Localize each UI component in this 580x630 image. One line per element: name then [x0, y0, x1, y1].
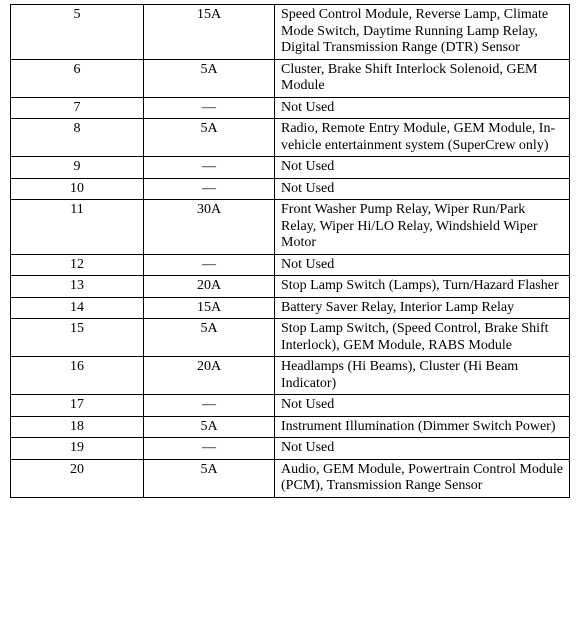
- fuse-number: 5: [11, 5, 144, 60]
- table-row: 1320AStop Lamp Switch (Lamps), Turn/Haza…: [11, 276, 570, 298]
- fuse-description: Not Used: [275, 254, 570, 276]
- fuse-number: 19: [11, 438, 144, 460]
- fuse-rating: —: [144, 395, 275, 417]
- fuse-rating: 15A: [144, 5, 275, 60]
- table-row: 155AStop Lamp Switch, (Speed Control, Br…: [11, 319, 570, 357]
- fuse-description: Not Used: [275, 97, 570, 119]
- fuse-description: Headlamps (Hi Beams), Cluster (Hi Beam I…: [275, 357, 570, 395]
- fuse-number: 13: [11, 276, 144, 298]
- fuse-description: Radio, Remote Entry Module, GEM Module, …: [275, 119, 570, 157]
- fuse-rating: 5A: [144, 119, 275, 157]
- table-row: 17—Not Used: [11, 395, 570, 417]
- table-row: 205AAudio, GEM Module, Powertrain Contro…: [11, 459, 570, 497]
- table-row: 10—Not Used: [11, 178, 570, 200]
- fuse-description: Stop Lamp Switch, (Speed Control, Brake …: [275, 319, 570, 357]
- table-row: 1130AFront Washer Pump Relay, Wiper Run/…: [11, 200, 570, 255]
- fuse-number: 15: [11, 319, 144, 357]
- fuse-rating: 20A: [144, 357, 275, 395]
- table-row: 185AInstrument Illumination (Dimmer Swit…: [11, 416, 570, 438]
- table-row: 9—Not Used: [11, 157, 570, 179]
- fuse-rating: 5A: [144, 459, 275, 497]
- fuse-description: Not Used: [275, 178, 570, 200]
- fuse-table-body: 515ASpeed Control Module, Reverse Lamp, …: [11, 5, 570, 498]
- fuse-table: 515ASpeed Control Module, Reverse Lamp, …: [10, 4, 570, 498]
- fuse-description: Instrument Illumination (Dimmer Switch P…: [275, 416, 570, 438]
- fuse-description: Not Used: [275, 395, 570, 417]
- fuse-rating: —: [144, 438, 275, 460]
- fuse-number: 7: [11, 97, 144, 119]
- fuse-number: 20: [11, 459, 144, 497]
- table-row: 65ACluster, Brake Shift Interlock Soleno…: [11, 59, 570, 97]
- fuse-rating: 5A: [144, 59, 275, 97]
- fuse-description: Not Used: [275, 438, 570, 460]
- fuse-rating: —: [144, 178, 275, 200]
- fuse-number: 16: [11, 357, 144, 395]
- table-row: 1620AHeadlamps (Hi Beams), Cluster (Hi B…: [11, 357, 570, 395]
- table-row: 12—Not Used: [11, 254, 570, 276]
- fuse-rating: 5A: [144, 416, 275, 438]
- fuse-number: 9: [11, 157, 144, 179]
- fuse-number: 18: [11, 416, 144, 438]
- page-container: 515ASpeed Control Module, Reverse Lamp, …: [0, 0, 580, 518]
- fuse-number: 6: [11, 59, 144, 97]
- fuse-number: 12: [11, 254, 144, 276]
- fuse-rating: 30A: [144, 200, 275, 255]
- fuse-rating: —: [144, 157, 275, 179]
- table-row: 7—Not Used: [11, 97, 570, 119]
- fuse-number: 14: [11, 297, 144, 319]
- fuse-number: 8: [11, 119, 144, 157]
- fuse-rating: 5A: [144, 319, 275, 357]
- fuse-rating: 20A: [144, 276, 275, 298]
- fuse-number: 17: [11, 395, 144, 417]
- fuse-description: Not Used: [275, 157, 570, 179]
- fuse-description: Speed Control Module, Reverse Lamp, Clim…: [275, 5, 570, 60]
- table-row: 19—Not Used: [11, 438, 570, 460]
- fuse-description: Audio, GEM Module, Powertrain Control Mo…: [275, 459, 570, 497]
- fuse-rating: 15A: [144, 297, 275, 319]
- fuse-number: 11: [11, 200, 144, 255]
- fuse-description: Stop Lamp Switch (Lamps), Turn/Hazard Fl…: [275, 276, 570, 298]
- fuse-rating: —: [144, 254, 275, 276]
- fuse-description: Cluster, Brake Shift Interlock Solenoid,…: [275, 59, 570, 97]
- fuse-description: Battery Saver Relay, Interior Lamp Relay: [275, 297, 570, 319]
- table-row: 85ARadio, Remote Entry Module, GEM Modul…: [11, 119, 570, 157]
- fuse-number: 10: [11, 178, 144, 200]
- table-row: 515ASpeed Control Module, Reverse Lamp, …: [11, 5, 570, 60]
- fuse-rating: —: [144, 97, 275, 119]
- table-row: 1415ABattery Saver Relay, Interior Lamp …: [11, 297, 570, 319]
- fuse-description: Front Washer Pump Relay, Wiper Run/Park …: [275, 200, 570, 255]
